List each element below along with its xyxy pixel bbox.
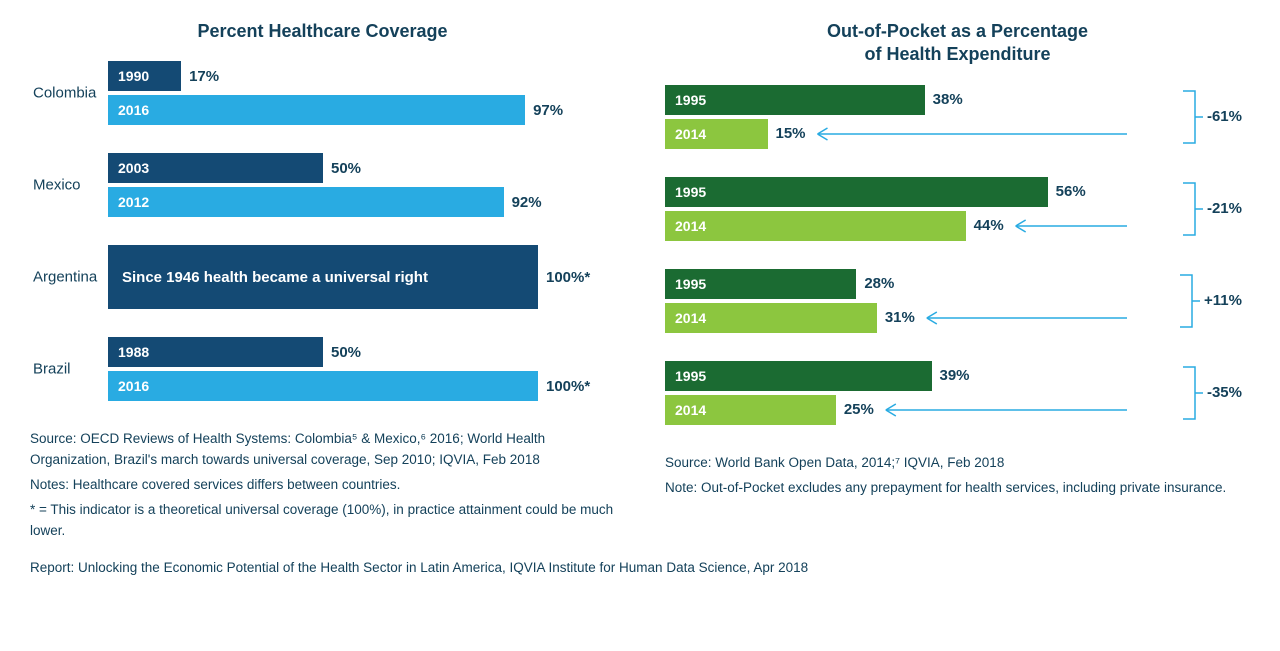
left-rows: Colombia199017%201697%Mexico200350%20129… bbox=[108, 61, 615, 401]
country-label: Colombia bbox=[33, 85, 105, 102]
right-rows: 199538%201415%-61%199556%201444%-21%1995… bbox=[665, 85, 1180, 425]
footnote-line: Source: OECD Reviews of Health Systems: … bbox=[30, 429, 615, 471]
change-bracket: +11% bbox=[1178, 269, 1242, 333]
change-value: +11% bbox=[1204, 292, 1242, 309]
oop-bar: 2014 bbox=[665, 119, 768, 149]
change-value: -35% bbox=[1207, 384, 1242, 401]
country-label: Argentina bbox=[33, 269, 105, 286]
oop-bar: 1995 bbox=[665, 177, 1048, 207]
bar-value: 97% bbox=[533, 102, 563, 119]
country-label: Brazil bbox=[33, 361, 105, 378]
footnote-line: Source: World Bank Open Data, 2014;⁷ IQV… bbox=[665, 453, 1250, 474]
change-bracket: -35% bbox=[1181, 361, 1242, 425]
bar-value: 100%* bbox=[546, 378, 590, 395]
oop-bar: 2014 bbox=[665, 395, 836, 425]
right-panel: Out-of-Pocket as a Percentageof Health E… bbox=[665, 20, 1250, 546]
coverage-bar: 2012 bbox=[108, 187, 504, 217]
bar-value: 56% bbox=[1056, 183, 1086, 200]
oop-bar: 2014 bbox=[665, 211, 966, 241]
change-bracket: -61% bbox=[1181, 85, 1242, 149]
country-label: Mexico bbox=[33, 177, 105, 194]
change-value: -61% bbox=[1207, 108, 1242, 125]
footnote-line: Notes: Healthcare covered services diffe… bbox=[30, 475, 615, 496]
oop-group: 199539%201425%-35% bbox=[665, 361, 1180, 425]
oop-group: 199556%201444%-21% bbox=[665, 177, 1180, 241]
bar-value: 39% bbox=[940, 367, 970, 384]
bar-value: 100%* bbox=[546, 269, 590, 286]
bar-value: 15% bbox=[776, 125, 806, 142]
change-value: -21% bbox=[1207, 200, 1242, 217]
country-group: Brazil198850%2016100%* bbox=[108, 337, 615, 401]
bar-value: 17% bbox=[189, 68, 219, 85]
coverage-bar: 1990 bbox=[108, 61, 181, 91]
coverage-bar: 2003 bbox=[108, 153, 323, 183]
oop-group: 199538%201415%-61% bbox=[665, 85, 1180, 149]
bar-value: 25% bbox=[844, 401, 874, 418]
bar-value: 44% bbox=[974, 217, 1004, 234]
bar-value: 28% bbox=[864, 275, 894, 292]
coverage-bar-special: Since 1946 health became a universal rig… bbox=[108, 245, 538, 309]
footnote-line: Note: Out-of-Pocket excludes any prepaym… bbox=[665, 478, 1250, 499]
bar-value: 50% bbox=[331, 160, 361, 177]
oop-group: 199528%201431%+11% bbox=[665, 269, 1180, 333]
coverage-bar: 1988 bbox=[108, 337, 323, 367]
chart-container: Percent Healthcare Coverage Colombia1990… bbox=[30, 20, 1250, 546]
bar-value: 31% bbox=[885, 309, 915, 326]
right-title: Out-of-Pocket as a Percentageof Health E… bbox=[665, 20, 1250, 67]
bar-value: 50% bbox=[331, 344, 361, 361]
change-bracket: -21% bbox=[1181, 177, 1242, 241]
bar-value: 38% bbox=[933, 91, 963, 108]
oop-bar: 1995 bbox=[665, 269, 856, 299]
oop-bar: 1995 bbox=[665, 85, 925, 115]
coverage-bar: 2016 bbox=[108, 371, 538, 401]
left-panel: Percent Healthcare Coverage Colombia1990… bbox=[30, 20, 615, 546]
report-line: Report: Unlocking the Economic Potential… bbox=[30, 560, 1250, 575]
right-footnotes: Source: World Bank Open Data, 2014;⁷ IQV… bbox=[665, 453, 1250, 499]
footnote-line: * = This indicator is a theoretical univ… bbox=[30, 500, 615, 542]
oop-bar: 2014 bbox=[665, 303, 877, 333]
country-group: Mexico200350%201292% bbox=[108, 153, 615, 217]
left-footnotes: Source: OECD Reviews of Health Systems: … bbox=[30, 429, 615, 542]
country-group: Colombia199017%201697% bbox=[108, 61, 615, 125]
bar-value: 92% bbox=[512, 194, 542, 211]
oop-bar: 1995 bbox=[665, 361, 932, 391]
left-title: Percent Healthcare Coverage bbox=[30, 20, 615, 43]
country-group: ArgentinaSince 1946 health became a univ… bbox=[108, 245, 615, 309]
coverage-bar: 2016 bbox=[108, 95, 525, 125]
